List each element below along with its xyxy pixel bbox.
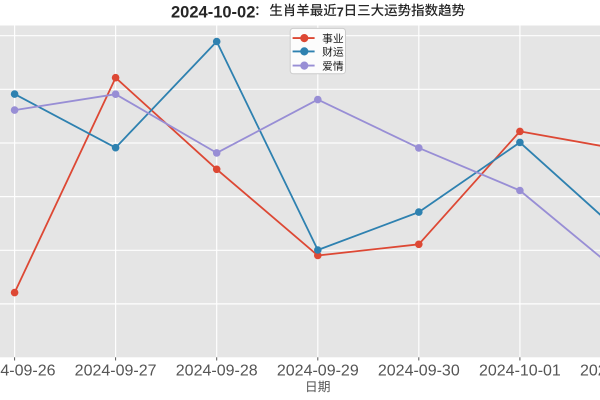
svg-text:2024-10-01: 2024-10-01 [479,363,561,380]
svg-text:2024-09-26: 2024-09-26 [0,363,56,380]
svg-text:2024-09-30: 2024-09-30 [378,363,460,380]
svg-text:2024-10-02: 2024-10-02 [580,363,600,380]
svg-text:2024-10-02: 2024-10-02 [171,4,255,22]
svg-text:2024-09-28: 2024-09-28 [176,363,258,380]
svg-text:2024-09-27: 2024-09-27 [75,363,157,380]
svg-text:7: 7 [337,5,344,19]
svg-text:2024-09-29: 2024-09-29 [277,363,359,380]
